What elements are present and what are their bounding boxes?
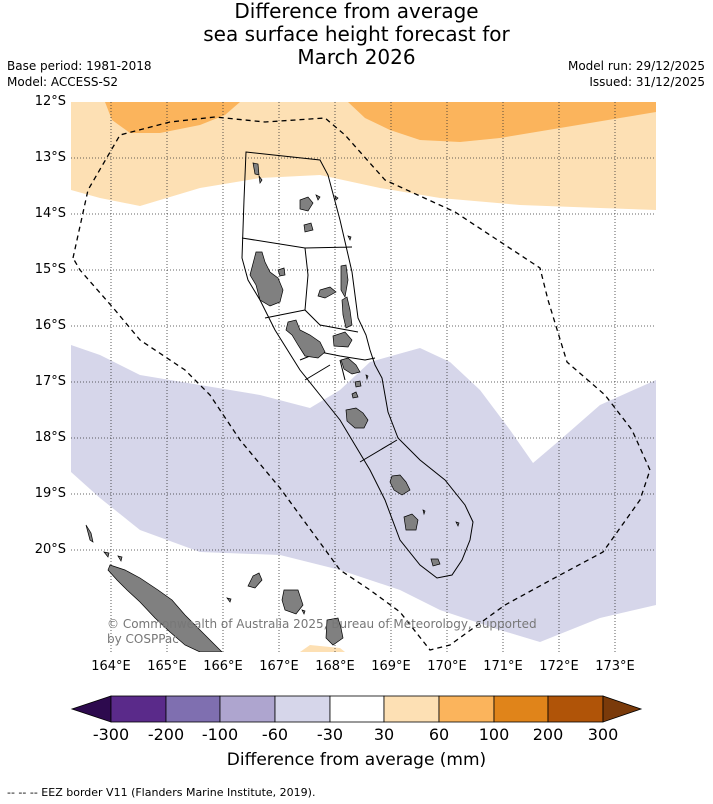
province-boundaries <box>241 151 474 579</box>
map-area <box>71 102 656 652</box>
lon-label-173e: 173°E <box>595 659 635 674</box>
lon-label-164e: 164°E <box>91 659 131 674</box>
base-period: Base period: 1981-2018 <box>7 59 152 73</box>
lat-label-14s: 14°S <box>34 206 66 221</box>
colorbar-label-8: 100 <box>478 725 510 744</box>
lat-label-12s: 12°S <box>34 94 66 109</box>
anomaly-patch-bottom <box>300 645 345 652</box>
anomaly-band-60-100-west <box>105 102 240 133</box>
lat-label-16s: 16°S <box>34 318 66 333</box>
map-title: Difference from average sea surface heig… <box>0 0 713 69</box>
anomaly-band-minus30-minus60 <box>71 345 656 642</box>
title-line-3: March 2026 <box>297 45 416 69</box>
vanuatu-islands <box>249 162 460 567</box>
meta-left: Base period: 1981-2018 Model: ACCESS-S2 <box>7 58 152 90</box>
title-line-2: sea surface height forecast for <box>203 22 510 46</box>
lat-label-13s: 13°S <box>34 150 66 165</box>
new-caledonia <box>85 524 344 652</box>
lat-label-19s: 19°S <box>34 486 66 501</box>
meta-right: Model run: 29/12/2025 Issued: 31/12/2025 <box>568 58 705 90</box>
lon-label-165e: 165°E <box>147 659 187 674</box>
colorbar-segment-2 <box>165 695 221 723</box>
title-line-1: Difference from average <box>234 0 479 23</box>
lat-label-17s: 17°S <box>34 374 66 389</box>
lon-label-167e: 167°E <box>259 659 299 674</box>
colorbar-label-4: -60 <box>261 725 289 744</box>
lon-label-169e: 169°E <box>371 659 411 674</box>
lat-label-15s: 15°S <box>34 262 66 277</box>
lat-label-20s: 20°S <box>34 542 66 557</box>
colorbar-label-6: 30 <box>373 725 395 744</box>
lon-label-166e: 166°E <box>203 659 243 674</box>
colorbar-label-9: 200 <box>532 725 564 744</box>
colorbar-extend-min <box>70 695 112 723</box>
colorbar-label-2: -200 <box>147 725 185 744</box>
colorbar-label-7: 60 <box>428 725 450 744</box>
copyright-notice: © Commonwealth of Australia 2025, Bureau… <box>107 617 537 646</box>
colorbar-segment-3 <box>219 695 276 723</box>
lon-label-171e: 171°E <box>483 659 523 674</box>
colorbar-segment-6 <box>383 695 440 723</box>
eez-footnote: -- -- -- EEZ border V11 (Flanders Marine… <box>7 786 316 799</box>
colorbar-title: Difference from average (mm) <box>226 750 487 770</box>
lon-label-172e: 172°E <box>539 659 579 674</box>
colorbar-segment-9 <box>547 695 604 723</box>
colorbar-label-1: -300 <box>92 725 130 744</box>
colorbar-segment-4 <box>274 695 331 723</box>
colorbar-segment-7 <box>438 695 495 723</box>
colorbar-label-10: 300 <box>587 725 619 744</box>
lon-label-168e: 168°E <box>315 659 355 674</box>
colorbar-extend-max <box>602 695 643 723</box>
issued-date: Issued: 31/12/2025 <box>589 75 705 89</box>
colorbar-label-3: -100 <box>201 725 239 744</box>
eez-border <box>72 116 651 651</box>
colorbar-segment-8 <box>493 695 549 723</box>
colorbar-label-5: -30 <box>316 725 344 744</box>
colorbar <box>70 695 643 723</box>
anomaly-band-60-100-east <box>348 102 656 142</box>
lon-label-170e: 170°E <box>427 659 467 674</box>
lat-label-18s: 18°S <box>34 430 66 445</box>
colorbar-segment-1 <box>110 695 167 723</box>
model-run: Model run: 29/12/2025 <box>567 59 705 73</box>
model-name: Model: ACCESS-S2 <box>7 75 119 89</box>
colorbar-segment-5 <box>329 695 385 723</box>
